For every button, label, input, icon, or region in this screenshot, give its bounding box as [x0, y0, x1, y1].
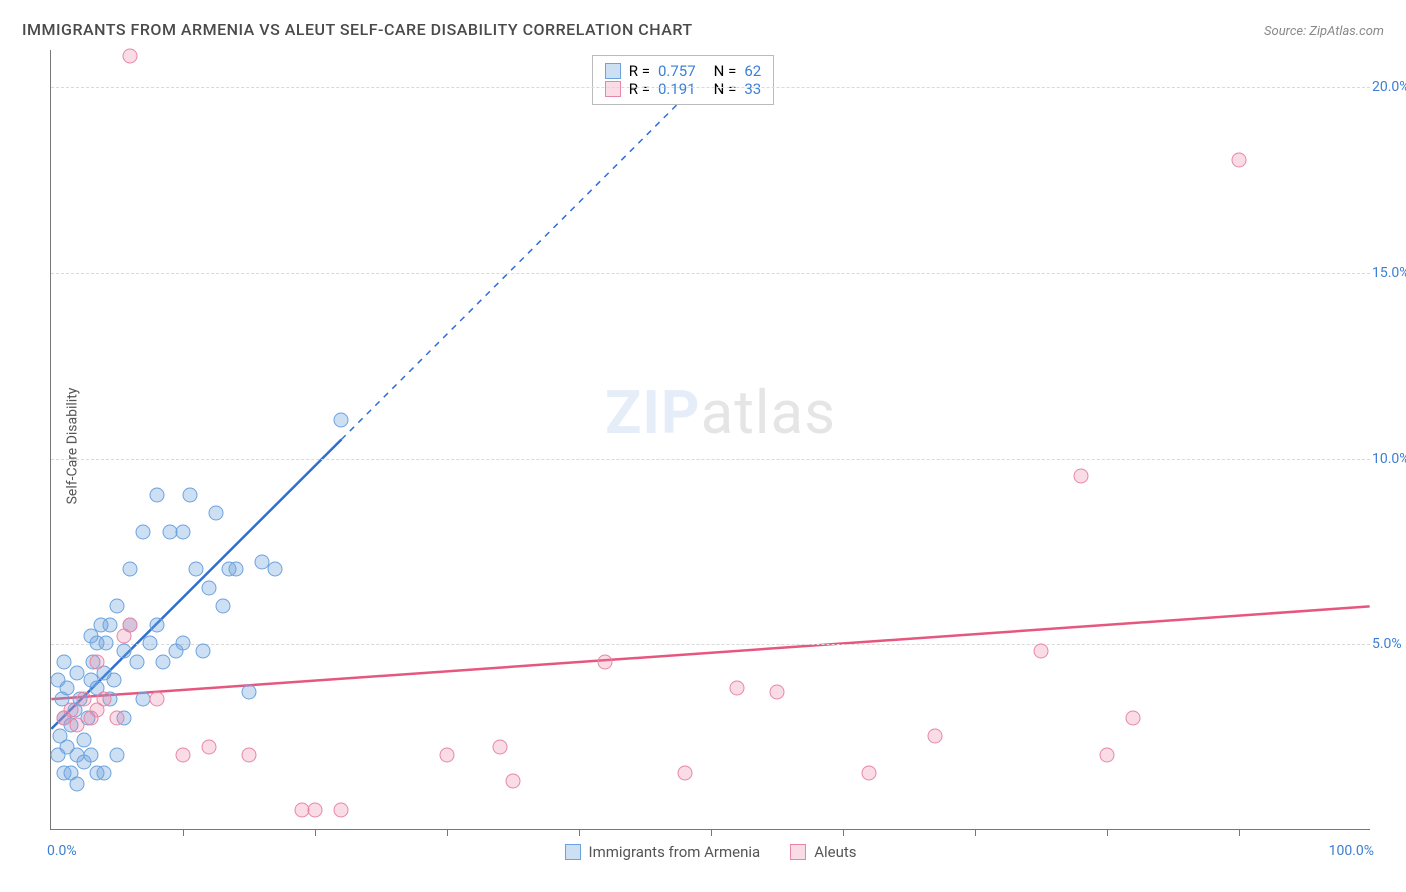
data-point-aleuts [123, 49, 138, 64]
gridline [51, 87, 1370, 88]
data-point-armenia [176, 524, 191, 539]
r-value-aleuts: 0.191 [658, 80, 696, 98]
x-tick [447, 829, 448, 836]
data-point-aleuts [90, 654, 105, 669]
gridline [51, 459, 1370, 460]
swatch-aleuts-icon [790, 844, 806, 860]
x-tick [315, 829, 316, 836]
legend-row-aleuts: R = 0.191 N = 33 [605, 80, 761, 98]
data-point-armenia [176, 636, 191, 651]
data-point-aleuts [110, 710, 125, 725]
x-tick [1107, 829, 1108, 836]
x-axis-max-label: 100.0% [1329, 843, 1374, 859]
data-point-armenia [209, 506, 224, 521]
legend-item-armenia: Immigrants from Armenia [564, 843, 760, 861]
data-point-armenia [57, 654, 72, 669]
data-point-aleuts [308, 803, 323, 818]
data-point-armenia [143, 636, 158, 651]
data-point-armenia [215, 599, 230, 614]
data-point-armenia [70, 666, 85, 681]
legend-item-aleuts: Aleuts [790, 843, 856, 861]
gridline [51, 644, 1370, 645]
x-tick [183, 829, 184, 836]
data-point-armenia [129, 654, 144, 669]
data-point-aleuts [492, 740, 507, 755]
data-point-armenia [123, 562, 138, 577]
x-axis-min-label: 0.0% [47, 843, 77, 859]
series-legend: Immigrants from Armenia Aleuts [564, 843, 856, 861]
n-value-armenia: 62 [744, 62, 761, 80]
y-tick-label: 20.0% [1372, 79, 1406, 95]
x-tick [711, 829, 712, 836]
data-point-armenia [96, 766, 111, 781]
data-point-aleuts [1232, 153, 1247, 168]
data-point-aleuts [677, 766, 692, 781]
data-point-armenia [103, 617, 118, 632]
data-point-aleuts [334, 803, 349, 818]
data-point-armenia [99, 636, 114, 651]
data-point-aleuts [1100, 747, 1115, 762]
data-point-armenia [149, 617, 164, 632]
data-point-armenia [136, 524, 151, 539]
data-point-armenia [116, 643, 131, 658]
data-point-armenia [70, 777, 85, 792]
gridline [51, 273, 1370, 274]
data-point-armenia [228, 562, 243, 577]
swatch-aleuts [605, 81, 621, 97]
source-attribution: Source: ZipAtlas.com [1264, 24, 1384, 39]
swatch-armenia [605, 63, 621, 79]
data-point-armenia [110, 599, 125, 614]
data-point-armenia [50, 673, 65, 688]
chart-title: IMMIGRANTS FROM ARMENIA VS ALEUT SELF-CA… [22, 20, 693, 39]
data-point-armenia [110, 747, 125, 762]
data-point-armenia [202, 580, 217, 595]
x-tick [975, 829, 976, 836]
correlation-legend-box: R = 0.757 N = 62 R = 0.191 N = 33 [592, 55, 774, 105]
data-point-armenia [268, 562, 283, 577]
x-tick [843, 829, 844, 836]
data-point-aleuts [149, 692, 164, 707]
data-point-armenia [334, 413, 349, 428]
data-point-aleuts [730, 680, 745, 695]
data-point-aleuts [176, 747, 191, 762]
y-tick-label: 10.0% [1372, 451, 1406, 467]
data-point-aleuts [1073, 469, 1088, 484]
data-point-armenia [189, 562, 204, 577]
data-point-armenia [182, 487, 197, 502]
data-point-aleuts [770, 684, 785, 699]
data-point-armenia [149, 487, 164, 502]
data-point-aleuts [242, 747, 257, 762]
scatter-plot-area: ZIPatlas R = 0.757 N = 62 R = 0.191 N = … [50, 50, 1370, 830]
data-point-aleuts [506, 773, 521, 788]
data-point-aleuts [63, 703, 78, 718]
data-point-aleuts [77, 692, 92, 707]
x-tick [579, 829, 580, 836]
data-point-aleuts [440, 747, 455, 762]
data-point-armenia [77, 755, 92, 770]
data-point-aleuts [598, 654, 613, 669]
n-value-aleuts: 33 [744, 80, 761, 98]
legend-row-armenia: R = 0.757 N = 62 [605, 62, 761, 80]
data-point-armenia [77, 732, 92, 747]
data-point-aleuts [202, 740, 217, 755]
data-point-armenia [107, 673, 122, 688]
swatch-armenia-icon [564, 844, 580, 860]
data-point-armenia [242, 684, 257, 699]
data-point-aleuts [928, 729, 943, 744]
data-point-aleuts [123, 617, 138, 632]
r-value-armenia: 0.757 [658, 62, 696, 80]
trend-lines-layer [51, 50, 1370, 829]
y-tick-label: 5.0% [1372, 636, 1406, 652]
data-point-aleuts [862, 766, 877, 781]
data-point-aleuts [1034, 643, 1049, 658]
data-point-armenia [156, 654, 171, 669]
x-tick [1239, 829, 1240, 836]
data-point-aleuts [1126, 710, 1141, 725]
data-point-aleuts [96, 692, 111, 707]
y-tick-label: 15.0% [1372, 265, 1406, 281]
data-point-armenia [195, 643, 210, 658]
